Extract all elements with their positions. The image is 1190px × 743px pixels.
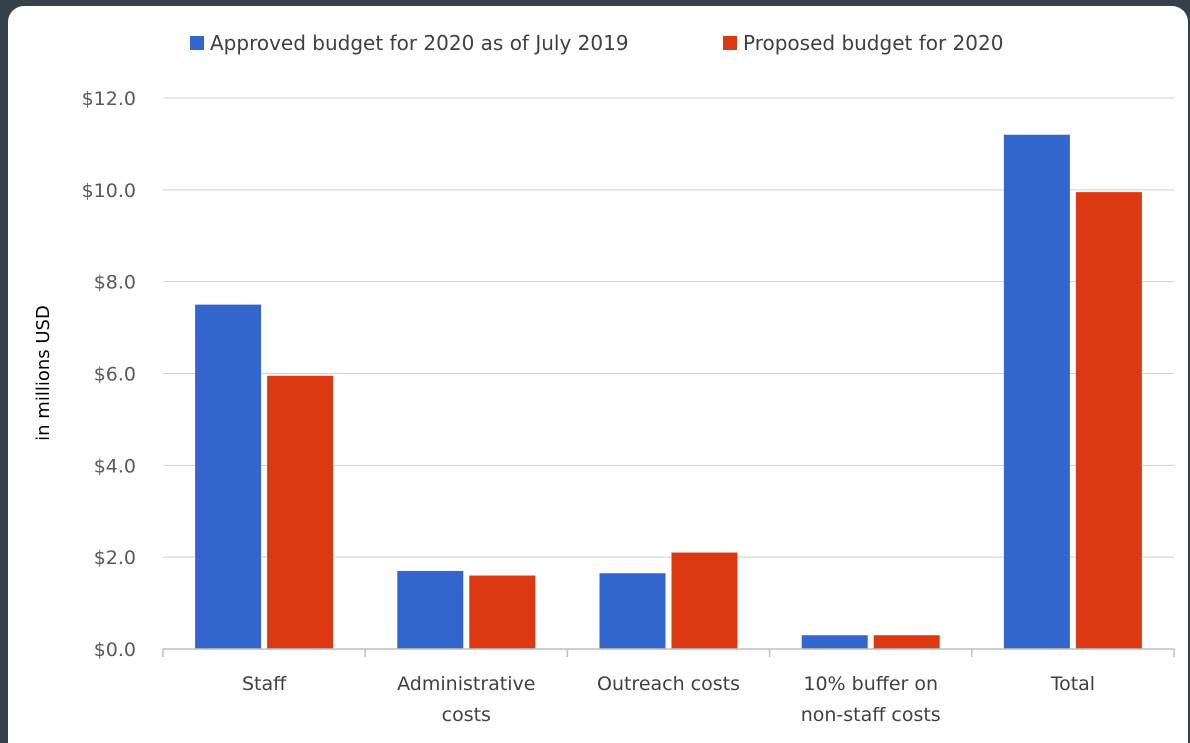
x-tick-label: 10% buffer on non-staff costs [801, 673, 941, 726]
x-tick-label: Total [1050, 673, 1095, 695]
y-tick-label: $6.0 [94, 364, 136, 386]
bar [397, 570, 464, 649]
legend: Approved budget for 2020 as of July 2019… [190, 31, 1003, 55]
bar [801, 635, 868, 649]
bar [671, 552, 738, 649]
bar [1075, 192, 1142, 650]
y-tick-label: $12.0 [82, 88, 136, 110]
legend-swatch [190, 36, 204, 50]
budget-bar-chart: $0.0 $2.0 $4.0 $6.0 $8.0 $10.0 $12.0 Staff Admi… [33, 31, 1175, 726]
bar [873, 635, 940, 649]
y-tick-label: $10.0 [82, 180, 136, 202]
legend-swatch [723, 36, 737, 50]
y-tick-label: $2.0 [94, 547, 136, 569]
bar [267, 375, 334, 649]
x-tick-label: Outreach costs [597, 673, 740, 695]
bar [469, 575, 536, 649]
legend-label: Approved budget for 2020 as of July 2019 [210, 31, 629, 55]
bar [599, 573, 666, 649]
y-tick-label: $8.0 [94, 272, 136, 294]
legend-label: Proposed budget for 2020 [743, 31, 1003, 55]
bars [195, 134, 1142, 650]
y-tick-label: $4.0 [94, 455, 136, 477]
x-tick-label: Administrative costs [397, 673, 535, 726]
bar [1003, 134, 1070, 649]
y-tick-label: $0.0 [94, 639, 136, 661]
chart-panel: $0.0 $2.0 $4.0 $6.0 $8.0 $10.0 $12.0 Staff Admi… [8, 6, 1188, 743]
x-axis: Staff Administrative costs Outreach costs 10… [162, 648, 1175, 726]
y-axis: $0.0 $2.0 $4.0 $6.0 $8.0 $10.0 $12.0 [82, 88, 136, 661]
y-axis-label: in millions USD [33, 305, 54, 441]
x-tick-label: Staff [242, 673, 287, 695]
bar [195, 304, 262, 649]
